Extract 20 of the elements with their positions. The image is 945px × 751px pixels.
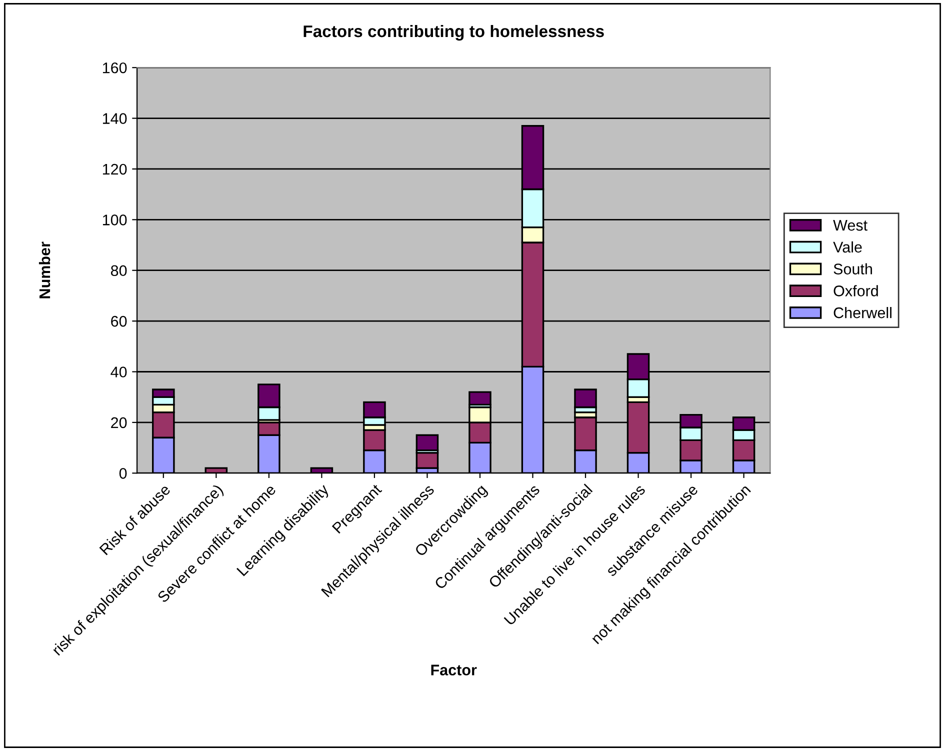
bar: [468, 391, 492, 406]
y-tick-label: 160: [102, 62, 127, 74]
legend-label: Cherwell: [834, 307, 892, 318]
bar: [416, 452, 439, 469]
y-tick-label: 20: [111, 417, 127, 428]
y-tick-label: 140: [102, 113, 127, 124]
y-axis-title: Number: [38, 242, 50, 298]
legend-label: West: [833, 220, 868, 231]
x-axis-title: Factor: [431, 664, 477, 676]
y-tick-label: 120: [102, 164, 127, 175]
y-tick-label: 60: [111, 316, 127, 327]
chart-title: Factors contributing to homelessness: [304, 24, 604, 41]
legend-label: Oxford: [834, 285, 878, 296]
legend-label: South: [834, 263, 872, 274]
y-tick-label: 100: [102, 214, 127, 226]
y-tick-label: 40: [110, 366, 127, 378]
bar: [416, 434, 439, 452]
y-tick-label: 0: [119, 468, 127, 479]
legend-label: Vale: [833, 241, 862, 253]
y-tick-label: 80: [110, 265, 127, 276]
